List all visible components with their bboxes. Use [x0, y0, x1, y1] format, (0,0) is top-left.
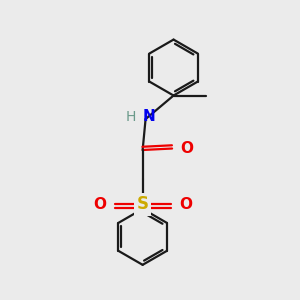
Text: O: O — [179, 197, 192, 212]
Text: H: H — [126, 110, 136, 124]
Text: O: O — [180, 141, 193, 156]
Text: S: S — [136, 196, 148, 214]
Text: N: N — [142, 109, 155, 124]
Text: O: O — [93, 197, 106, 212]
